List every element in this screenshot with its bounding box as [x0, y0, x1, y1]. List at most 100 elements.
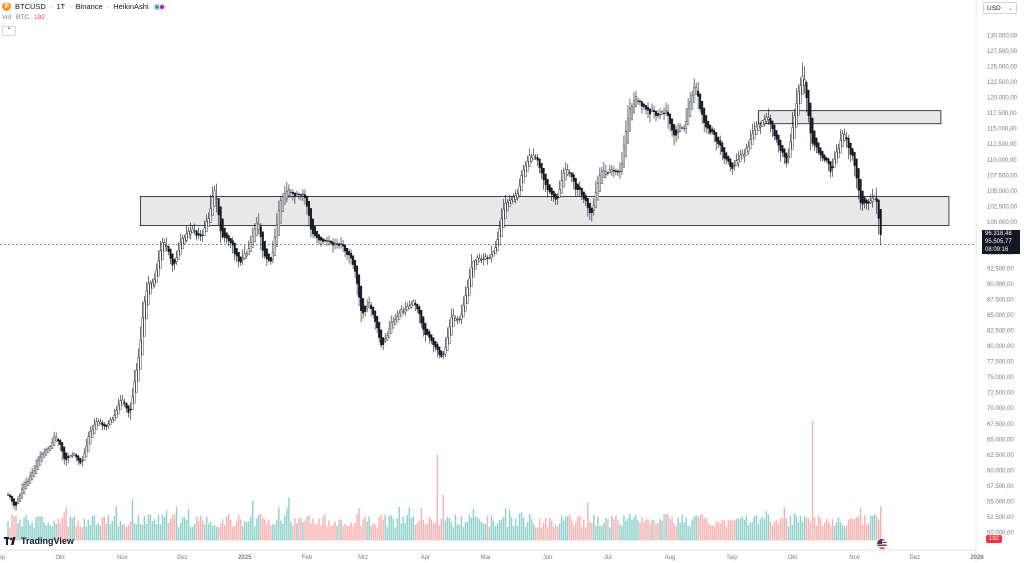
candle-body: [610, 169, 613, 172]
candle-body: [468, 277, 471, 296]
candle-body: [279, 200, 282, 224]
volume-bar: [522, 517, 525, 541]
status-dots-icon[interactable]: [152, 2, 166, 11]
volume-bar: [211, 525, 214, 541]
currency-selector[interactable]: USD ⌄: [983, 2, 1017, 14]
volume-bar: [717, 521, 719, 541]
volume-bar: [153, 519, 156, 541]
y-tick-label: 90.000,00: [987, 282, 1014, 288]
candle-body: [833, 158, 836, 168]
volume-bar: [448, 518, 451, 541]
volume-bar: [302, 522, 304, 541]
volume-bar: [577, 516, 579, 541]
us-flag-icon[interactable]: [877, 539, 887, 549]
volume-bar: [799, 515, 802, 541]
volume-bar: [805, 517, 808, 541]
volume-bar: [161, 514, 164, 541]
symbol-name[interactable]: BTCUSD: [15, 2, 46, 11]
candle-body: [863, 197, 866, 204]
volume-bar: [195, 516, 198, 541]
candle-body: [261, 231, 264, 251]
y-tick-label: 130.000,00: [987, 34, 1018, 40]
volume-legend: Vol BTC 192: [2, 14, 45, 21]
candle-body: [484, 256, 487, 260]
candle-body: [851, 148, 854, 156]
candle-body: [167, 245, 170, 252]
candle-body: [281, 196, 284, 212]
candle-body: [97, 421, 100, 426]
y-tick-label: 52.500,00: [987, 515, 1014, 521]
candle-body: [775, 130, 778, 140]
candle-body: [432, 337, 435, 345]
candle-body: [29, 476, 32, 484]
volume-bar: [95, 524, 97, 541]
volume-bar: [643, 522, 645, 541]
volume-bar: [65, 506, 67, 541]
candle-body: [472, 261, 475, 278]
volume-bar: [460, 516, 463, 541]
collapse-legend-button[interactable]: ⌃: [2, 26, 16, 36]
candle-body: [239, 256, 242, 263]
volume-bar: [320, 525, 322, 541]
tradingview-logo[interactable]: TradingView: [4, 536, 74, 546]
volume-bar: [9, 527, 11, 541]
volume-bar: [801, 521, 804, 541]
candle-body: [85, 445, 88, 458]
volume-bar: [217, 527, 220, 541]
candle-body: [773, 124, 776, 137]
y-tick-label: 125.000,00: [987, 65, 1018, 71]
volume-badge: 192: [986, 535, 1002, 543]
volume-bar: [410, 518, 412, 541]
candle-body: [295, 193, 298, 195]
candle-body: [574, 177, 577, 190]
volume-bar: [462, 526, 465, 541]
x-tick-label: Apr: [421, 555, 430, 561]
vol-unit: BTC: [16, 14, 30, 21]
candle-body: [564, 169, 567, 181]
volume-bar: [863, 515, 866, 541]
candle-body: [865, 200, 868, 204]
volume-bar: [71, 518, 73, 541]
volume-bar: [649, 523, 651, 541]
volume-bar: [721, 520, 723, 541]
volume-bar: [398, 506, 400, 541]
volume-bar: [426, 523, 429, 541]
x-tick-label: Mai: [481, 555, 491, 561]
volume-bar: [593, 514, 595, 541]
candle-body: [683, 127, 686, 129]
volume-bar: [470, 517, 473, 541]
candle-body: [215, 198, 218, 200]
y-tick-label: 50.000,00: [987, 530, 1014, 536]
candle-body: [556, 196, 559, 199]
candle-body: [346, 247, 349, 255]
candle-body: [709, 124, 712, 134]
last-price-tag: 96.318,48: [982, 230, 1020, 238]
volume-bar: [252, 500, 254, 541]
volume-bar: [51, 526, 53, 541]
interval-label[interactable]: 1T: [56, 2, 66, 11]
candle-body: [843, 134, 846, 141]
candle-body: [789, 141, 792, 158]
volume-bar: [43, 522, 45, 541]
candle-body: [606, 172, 609, 174]
candle-body: [735, 160, 738, 167]
volume-bar: [392, 518, 394, 541]
candle-body: [348, 251, 351, 256]
y-tick-label: 115.000,00: [987, 127, 1017, 133]
volume-bar: [667, 514, 669, 541]
candle-body: [199, 233, 202, 237]
candle-body: [456, 319, 459, 321]
volume-bar: [113, 516, 116, 541]
volume-bar: [422, 519, 425, 541]
volume-bar: [221, 519, 224, 541]
volume-bar: [526, 522, 529, 541]
volume-bar: [496, 523, 499, 541]
volume-bar: [701, 514, 703, 541]
candle-body: [334, 243, 337, 245]
x-tick-label: Sep: [727, 555, 738, 561]
symbol-row: ₿ BTCUSD · 1T · Binance · HeikinAshi: [2, 2, 166, 11]
candle-body: [600, 171, 603, 184]
candle-body: [550, 188, 553, 195]
candle-body: [608, 169, 611, 174]
